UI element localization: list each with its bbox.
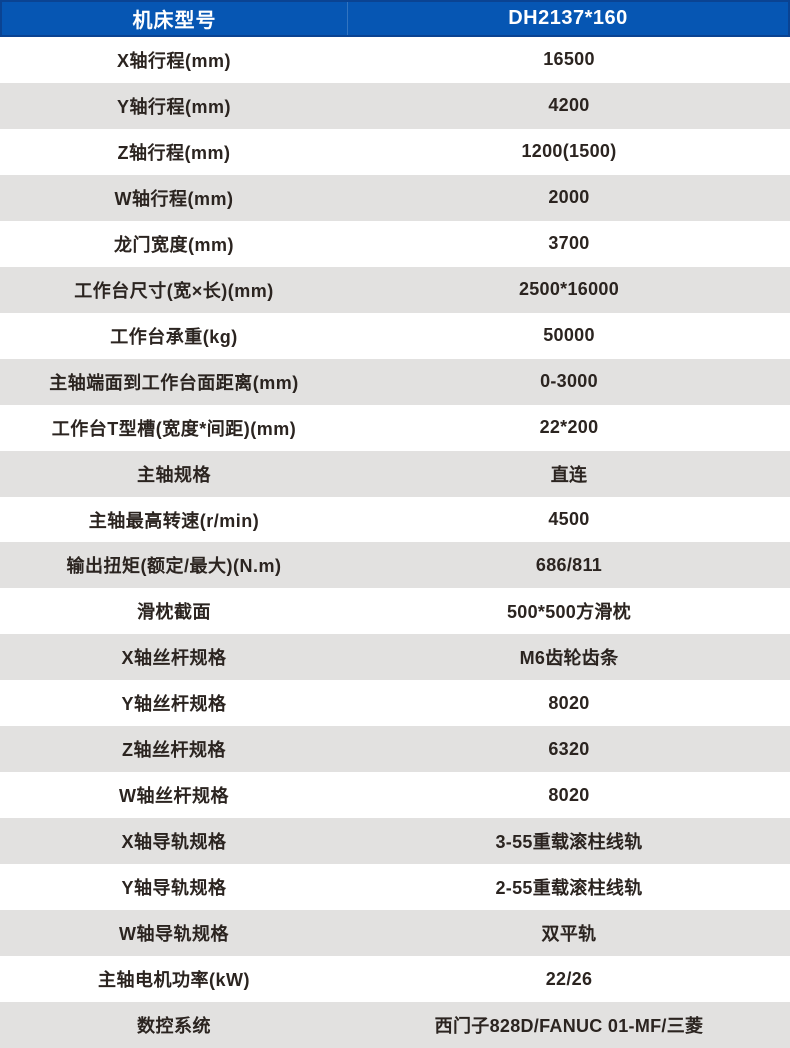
table-row: W轴导轨规格 双平轨 [0, 910, 790, 957]
table-row: 主轴规格 直连 [0, 450, 790, 497]
table-row: W轴丝杆规格 8020 [0, 772, 790, 819]
table-row: X轴行程(mm) 16500 [0, 37, 790, 83]
spec-name: 工作台承重(kg) [110, 326, 238, 347]
table-row: Y轴导轨规格 2-55重载滚柱线轨 [0, 864, 790, 911]
table-row: 工作台尺寸(宽×长)(mm) 2500*16000 [0, 266, 790, 313]
spec-value: 0-3000 [540, 371, 598, 392]
table-row: 工作台承重(kg) 50000 [0, 312, 790, 359]
spec-name: 数控系统 [137, 1015, 211, 1036]
spec-name: Y轴导轨规格 [121, 878, 227, 899]
table-row: W轴行程(mm) 2000 [0, 174, 790, 221]
spec-name: 主轴规格 [137, 464, 211, 485]
table-row: Z轴丝杆规格 6320 [0, 726, 790, 773]
table-row: Z轴行程(mm) 1200(1500) [0, 128, 790, 175]
table-row: 主轴最高转速(r/min) 4500 [0, 496, 790, 543]
spec-value: 直连 [550, 464, 588, 485]
spec-name: W轴行程(mm) [114, 188, 234, 209]
table-row: 数控系统 西门子828D/FANUC 01-MF/三菱 [0, 1002, 790, 1048]
spec-value: 2500*16000 [518, 279, 620, 300]
spec-name: Y轴丝杆规格 [121, 694, 227, 715]
spec-name: Y轴行程(mm) [116, 96, 231, 117]
spec-name: W轴导轨规格 [119, 924, 229, 945]
table-row: 主轴端面到工作台面距离(mm) 0-3000 [0, 358, 790, 405]
spec-name: 主轴电机功率(kW) [98, 970, 250, 991]
spec-value: 8020 [548, 784, 590, 805]
spec-value: 2-55重载滚柱线轨 [495, 878, 643, 899]
spec-value: 50000 [543, 325, 595, 346]
spec-name: 工作台尺寸(宽×长)(mm) [74, 280, 274, 301]
spec-value: 6320 [548, 738, 590, 759]
header-model-label: 机床型号 [2, 2, 348, 35]
spec-name: 工作台T型槽(宽度*间距)(mm) [51, 418, 297, 439]
spec-value: 4500 [548, 509, 590, 529]
spec-name: W轴丝杆规格 [119, 786, 229, 807]
spec-name: X轴行程(mm) [116, 50, 231, 71]
table-row: X轴导轨规格 3-55重载滚柱线轨 [0, 818, 790, 865]
table-row: 工作台T型槽(宽度*间距)(mm) 22*200 [0, 404, 790, 451]
table-header-row: 机床型号 DH2137*160 [0, 0, 790, 37]
spec-value: 3700 [548, 233, 590, 254]
spec-name: X轴导轨规格 [121, 832, 227, 853]
table-row: Y轴丝杆规格 8020 [0, 680, 790, 727]
spec-value: 1200(1500) [521, 141, 617, 162]
table-row: 主轴电机功率(kW) 22/26 [0, 956, 790, 1003]
spec-value: 3-55重载滚柱线轨 [495, 832, 643, 853]
table-row: 龙门宽度(mm) 3700 [0, 220, 790, 267]
spec-name: X轴丝杆规格 [121, 648, 227, 669]
spec-value: 8020 [548, 692, 590, 713]
spec-name: Z轴丝杆规格 [122, 740, 226, 761]
spec-value: 686/811 [535, 554, 603, 575]
spec-name: 主轴端面到工作台面距离(mm) [49, 372, 299, 393]
table-row: X轴丝杆规格 M6齿轮齿条 [0, 634, 790, 681]
spec-value: 22*200 [539, 417, 599, 438]
spec-value: 16500 [543, 49, 595, 70]
spec-name: 输出扭矩(额定/最大)(N.m) [66, 556, 282, 577]
spec-value: 500*500方滑枕 [506, 602, 632, 623]
spec-name: 龙门宽度(mm) [114, 234, 234, 255]
spec-value: 双平轨 [541, 924, 597, 945]
spec-name: Z轴行程(mm) [117, 142, 231, 163]
table-row: Y轴行程(mm) 4200 [0, 82, 790, 129]
spec-value: 西门子828D/FANUC 01-MF/三菱 [434, 1015, 704, 1036]
table-row: 输出扭矩(额定/最大)(N.m) 686/811 [0, 542, 790, 589]
header-model-value: DH2137*160 [508, 7, 628, 29]
spec-name: 滑枕截面 [137, 602, 211, 623]
spec-value: 22/26 [545, 968, 593, 989]
spec-value: 4200 [548, 95, 590, 116]
spec-value: 2000 [548, 187, 590, 208]
spec-value: M6齿轮齿条 [519, 648, 619, 669]
table-row: 滑枕截面 500*500方滑枕 [0, 588, 790, 635]
spec-table-body: X轴行程(mm) 16500 Y轴行程(mm) 4200 Z轴行程(mm) 12… [0, 37, 790, 1048]
spec-name: 主轴最高转速(r/min) [88, 510, 260, 531]
